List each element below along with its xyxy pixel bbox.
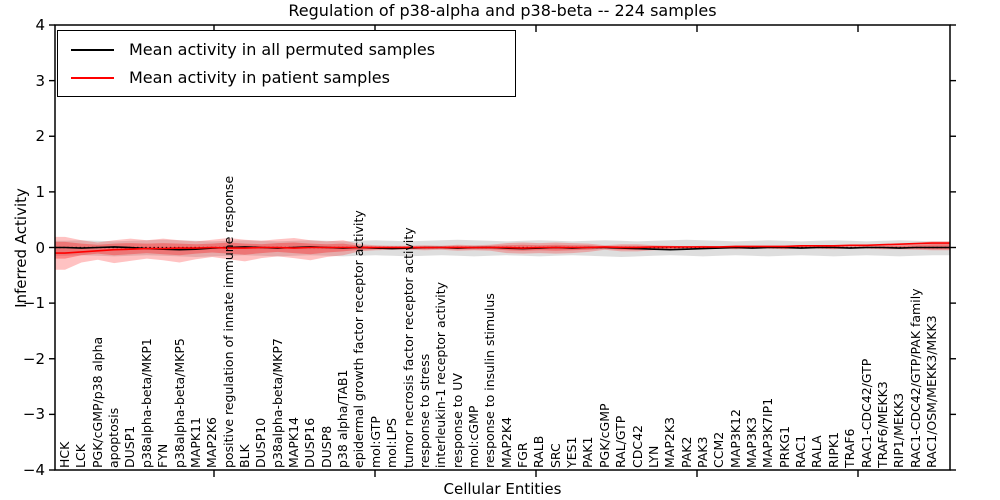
category-label: FYN bbox=[155, 443, 171, 468]
y-tick-label: 4 bbox=[35, 16, 45, 34]
category-label: mol:LPS bbox=[384, 418, 400, 468]
category-label: RAC1-CDC42/GTP/PAK family bbox=[907, 288, 923, 468]
patient-line-sample bbox=[71, 76, 114, 79]
category-label: MAP2K4 bbox=[498, 417, 514, 468]
category-label: DUSP1 bbox=[122, 425, 138, 468]
category-label: PRKG1 bbox=[776, 425, 792, 468]
category-label: BLK bbox=[236, 444, 252, 468]
category-label: RAL/GTP bbox=[613, 415, 629, 468]
category-label: FGR bbox=[515, 442, 531, 468]
category-label: MAPK11 bbox=[187, 417, 203, 468]
patient-mean-line bbox=[55, 242, 950, 254]
category-label: PAK1 bbox=[580, 436, 596, 468]
category-label: DUSP8 bbox=[318, 425, 334, 468]
category-label: MAP3K7IP1 bbox=[760, 397, 776, 468]
category-label: RALB bbox=[531, 435, 547, 468]
category-label: mol:GTP bbox=[367, 416, 383, 468]
category-label: RAC1/OSM/MEKK3/MKK3 bbox=[924, 315, 939, 468]
y-tick-label: −4 bbox=[22, 461, 45, 479]
category-label: HCK bbox=[57, 441, 72, 468]
category-label: epidermal growth factor receptor activit… bbox=[351, 210, 367, 468]
category-label: RAC1-CDC42/GTP bbox=[858, 358, 874, 468]
category-label: DUSP16 bbox=[302, 417, 318, 468]
legend: Mean activity in all permuted samples Me… bbox=[57, 30, 516, 97]
category-label: p38 alpha/TAB1 bbox=[335, 369, 351, 468]
category-label: DUSP10 bbox=[253, 417, 269, 468]
legend-item-patient: Mean activity in patient samples bbox=[58, 68, 515, 87]
category-label: apoptosis bbox=[106, 407, 122, 468]
category-label: PAK3 bbox=[694, 436, 710, 468]
category-label: MAP2K3 bbox=[662, 417, 678, 468]
category-label: SRC bbox=[547, 443, 563, 468]
y-tick-label: 3 bbox=[35, 71, 45, 90]
category-label: positive regulation of innate immune res… bbox=[220, 175, 236, 468]
category-label: YES1 bbox=[564, 436, 580, 468]
category-label: MAPK14 bbox=[286, 417, 302, 468]
category-label: MAP2K6 bbox=[204, 417, 220, 468]
y-tick-label: −1 bbox=[22, 294, 45, 313]
category-label: RIP1/MEKK3 bbox=[891, 392, 907, 468]
patient-samples-range-outer-band bbox=[55, 236, 950, 270]
category-label: TRAF6 bbox=[842, 428, 858, 468]
category-label: LYN bbox=[645, 445, 661, 468]
category-label: mol:cGMP bbox=[465, 405, 481, 468]
category-label: RAC1 bbox=[793, 434, 809, 468]
category-label: response to stress bbox=[416, 353, 432, 468]
category-label: PAK2 bbox=[678, 436, 694, 468]
category-label: interleukin-1 receptor activity bbox=[433, 281, 449, 468]
category-label: CDC42 bbox=[629, 425, 645, 468]
category-label: tumor necrosis factor receptor activity bbox=[400, 227, 416, 468]
category-label: PGK/cGMP bbox=[596, 403, 612, 468]
category-label: MAP3K12 bbox=[727, 409, 743, 468]
legend-label-patient: Mean activity in patient samples bbox=[129, 68, 390, 87]
category-label: PGK/cGMP/p38 alpha bbox=[89, 336, 105, 468]
category-label: response to insulin stimulus bbox=[482, 293, 498, 468]
y-tick-label: −2 bbox=[22, 349, 45, 368]
permuted-line-sample bbox=[71, 48, 114, 51]
category-label: TRAF6/MEKK3 bbox=[874, 381, 890, 468]
y-tick-label: 1 bbox=[35, 182, 45, 201]
category-label: p38alpha-beta/MKP5 bbox=[171, 338, 187, 468]
category-label: LCK bbox=[73, 444, 89, 468]
category-label: p38alpha-beta/MKP1 bbox=[138, 338, 154, 468]
category-label: MAP3K3 bbox=[744, 417, 760, 468]
category-label: response to UV bbox=[449, 373, 465, 468]
category-label: CCM2 bbox=[711, 431, 727, 468]
legend-label-permuted: Mean activity in all permuted samples bbox=[129, 40, 436, 59]
x-axis-label: Cellular Entities bbox=[443, 480, 562, 498]
y-tick-label: 0 bbox=[35, 238, 45, 257]
y-tick-label: 2 bbox=[35, 127, 45, 146]
legend-item-permuted: Mean activity in all permuted samples bbox=[58, 40, 515, 59]
plot-title: Regulation of p38-alpha and p38-beta -- … bbox=[288, 1, 717, 20]
patient-samples-range-inner-band bbox=[55, 241, 950, 259]
y-tick-label: −3 bbox=[22, 405, 45, 424]
category-label: RIPK1 bbox=[825, 431, 841, 468]
category-label: p38alpha-beta/MKP7 bbox=[269, 338, 285, 468]
category-label: RALA bbox=[809, 435, 825, 468]
